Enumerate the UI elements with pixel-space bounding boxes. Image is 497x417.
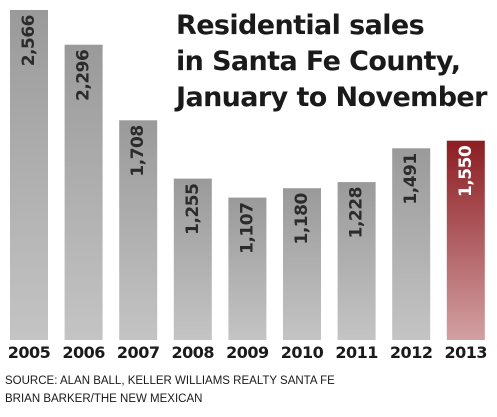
- credit-note: BRIAN BARKER/THE NEW MEXICAN: [5, 393, 202, 405]
- bar-2009: [228, 197, 267, 340]
- title-line-3: January to November: [174, 82, 488, 113]
- value-label-2012: 1,491: [401, 153, 421, 204]
- category-label-2009: 2009: [226, 343, 269, 362]
- category-label-2010: 2010: [281, 343, 324, 362]
- value-label-2005: 2,566: [19, 15, 39, 66]
- footer: SOURCE: ALAN BALL, KELLER WILLIAMS REALT…: [5, 375, 335, 405]
- value-label-2011: 1,228: [347, 187, 367, 238]
- bar-2008: [173, 178, 212, 340]
- value-label-2008: 1,255: [183, 184, 203, 235]
- category-label-2011: 2011: [335, 343, 378, 362]
- bar-2013: [446, 140, 485, 340]
- value-label-2009: 1,107: [237, 203, 257, 254]
- value-label-2007: 1,708: [128, 125, 148, 176]
- labels: 2,566 2005 2,296 2006 1,708 2007 1,255 2008 1,10…: [8, 15, 488, 362]
- bar-2012: [392, 148, 431, 340]
- category-label-2005: 2005: [8, 343, 51, 362]
- value-label-2010: 1,180: [292, 193, 312, 245]
- chart-title: Residential sales in Santa Fe County, Ja…: [174, 10, 489, 113]
- bars: [10, 10, 485, 340]
- bar-2007: [119, 120, 158, 340]
- category-label-2008: 2008: [172, 343, 215, 362]
- category-label-2012: 2012: [390, 343, 433, 362]
- category-label-2006: 2006: [62, 343, 105, 362]
- bar-2006: [64, 44, 103, 340]
- title-line-2: in Santa Fe County,: [176, 46, 460, 77]
- value-label-2006: 2,296: [74, 50, 94, 101]
- source-note: SOURCE: ALAN BALL, KELLER WILLIAMS REALT…: [5, 375, 335, 387]
- value-label-2013: 1,550: [456, 145, 476, 197]
- bar-2005: [10, 10, 48, 340]
- title-line-1: Residential sales: [176, 10, 424, 41]
- category-label-2013: 2013: [445, 343, 488, 362]
- bar-2010: [283, 188, 321, 340]
- category-label-2007: 2007: [117, 343, 160, 362]
- bar-2011: [337, 182, 376, 340]
